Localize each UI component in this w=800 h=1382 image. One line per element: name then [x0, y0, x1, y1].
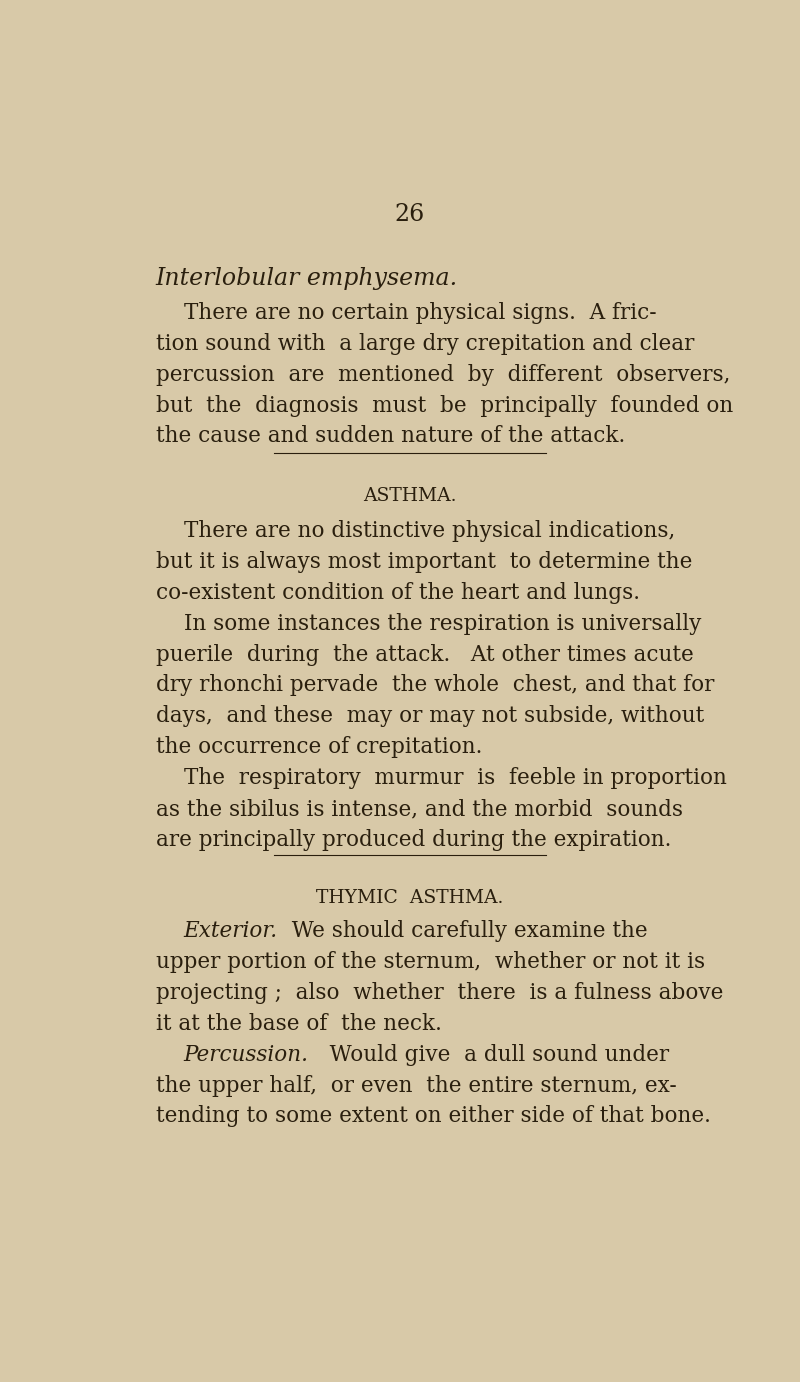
Text: ASTHMA.: ASTHMA. [363, 488, 457, 506]
Text: 26: 26 [395, 203, 425, 227]
Text: tion sound with  a large dry crepitation and clear: tion sound with a large dry crepitation … [156, 333, 694, 355]
Text: projecting ;  also  whether  there  is a fulness above: projecting ; also whether there is a ful… [156, 983, 723, 1005]
Text: it at the base of  the neck.: it at the base of the neck. [156, 1013, 442, 1035]
Text: There are no distinctive physical indications,: There are no distinctive physical indica… [184, 520, 675, 542]
Text: percussion  are  mentioned  by  different  observers,: percussion are mentioned by different ob… [156, 363, 730, 386]
Text: We should carefully examine the: We should carefully examine the [278, 920, 647, 943]
Text: upper portion of the sternum,  whether or not it is: upper portion of the sternum, whether or… [156, 951, 705, 973]
Text: There are no certain physical signs.  A fric-: There are no certain physical signs. A f… [184, 303, 656, 323]
Text: Exterior.: Exterior. [184, 920, 278, 943]
Text: days,  and these  may or may not subside, without: days, and these may or may not subside, … [156, 705, 704, 727]
Text: the occurrence of crepitation.: the occurrence of crepitation. [156, 737, 482, 759]
Text: but it is always most important  to determine the: but it is always most important to deter… [156, 551, 692, 574]
Text: puerile  during  the attack.   At other times acute: puerile during the attack. At other time… [156, 644, 694, 666]
Text: In some instances the respiration is universally: In some instances the respiration is uni… [184, 612, 701, 634]
Text: co-existent condition of the heart and lungs.: co-existent condition of the heart and l… [156, 582, 640, 604]
Text: the upper half,  or even  the entire sternum, ex-: the upper half, or even the entire stern… [156, 1075, 677, 1096]
Text: Interlobular emphysema.: Interlobular emphysema. [156, 267, 458, 290]
Text: as the sibilus is intense, and the morbid  sounds: as the sibilus is intense, and the morbi… [156, 797, 682, 820]
Text: the cause and sudden nature of the attack.: the cause and sudden nature of the attac… [156, 426, 625, 448]
Text: Would give  a dull sound under: Would give a dull sound under [309, 1043, 669, 1066]
Text: but  the  diagnosis  must  be  principally  founded on: but the diagnosis must be principally fo… [156, 395, 733, 416]
Text: tending to some extent on either side of that bone.: tending to some extent on either side of… [156, 1106, 710, 1128]
Text: dry rhonchi pervade  the whole  chest, and that for: dry rhonchi pervade the whole chest, and… [156, 674, 714, 697]
Text: The  respiratory  murmur  is  feeble in proportion: The respiratory murmur is feeble in prop… [184, 767, 726, 789]
Text: Percussion.: Percussion. [184, 1043, 309, 1066]
Text: are principally produced during the expiration.: are principally produced during the expi… [156, 829, 671, 851]
Text: THYMIC  ASTHMA.: THYMIC ASTHMA. [316, 890, 504, 908]
